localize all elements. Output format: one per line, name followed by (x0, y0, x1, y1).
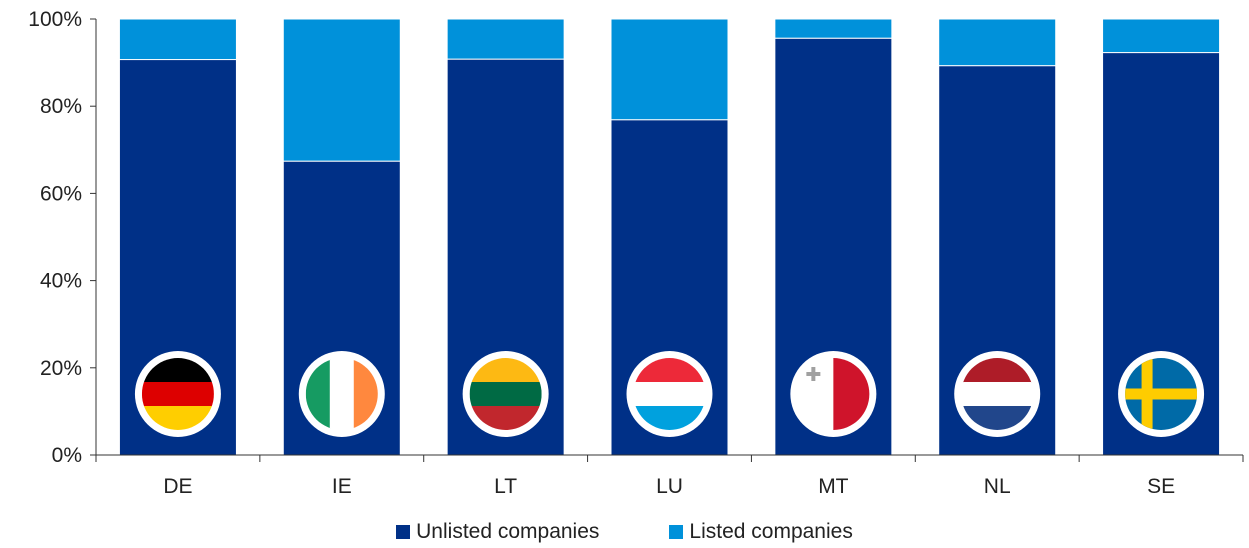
bar-lt-listed (446, 18, 565, 60)
y-tick-label: 60% (40, 182, 82, 205)
x-tick-label-nl: NL (984, 475, 1011, 498)
malta-flag-icon (790, 351, 877, 437)
y-axis: 0% 20% 40% 60% 80% 100% (28, 8, 97, 467)
bar-nl-listed (938, 18, 1057, 67)
legend-label-unlisted: Unlisted companies (416, 520, 600, 543)
x-tick-label-de: DE (163, 475, 192, 498)
bar-ie-listed (282, 18, 401, 162)
legend-label-listed: Listed companies (689, 520, 853, 543)
germany-flag-icon (134, 351, 221, 437)
x-tick-label-mt: MT (818, 475, 848, 498)
x-tick-label-lu: LU (656, 475, 683, 498)
netherlands-flag-icon (954, 351, 1041, 437)
sweden-flag-icon (1118, 351, 1205, 437)
bar-de-listed (118, 18, 237, 61)
bar-mt-listed (774, 18, 893, 39)
y-tick-label: 100% (28, 8, 82, 31)
x-tick-label-se: SE (1147, 475, 1175, 498)
ireland-flag-icon (298, 351, 385, 437)
legend-swatch-unlisted (396, 525, 411, 539)
bar-se-listed (1102, 18, 1221, 54)
legend: Unlisted companies Listed companies (0, 516, 1249, 548)
y-tick-label: 40% (40, 270, 82, 293)
y-tick-label: 80% (40, 95, 82, 118)
y-tick-label: 20% (40, 357, 82, 380)
legend-item-unlisted: Unlisted companies (396, 520, 599, 544)
lithuania-flag-icon (462, 351, 549, 437)
luxembourg-flag-icon (626, 351, 713, 437)
flag-icons (134, 351, 1205, 437)
legend-item-listed: Listed companies (669, 520, 853, 544)
bar-lu-listed (610, 18, 729, 121)
y-tick-label: 0% (52, 444, 82, 467)
x-tick-label-lt: LT (494, 475, 517, 498)
stacked-bar-chart: 0% 20% 40% 60% 80% 100% DE IE LT LU MT NL SE (28, 8, 1244, 498)
x-tick-label-ie: IE (332, 475, 352, 498)
legend-swatch-listed (669, 525, 684, 539)
x-axis: DE IE LT LU MT NL SE (95, 454, 1244, 498)
